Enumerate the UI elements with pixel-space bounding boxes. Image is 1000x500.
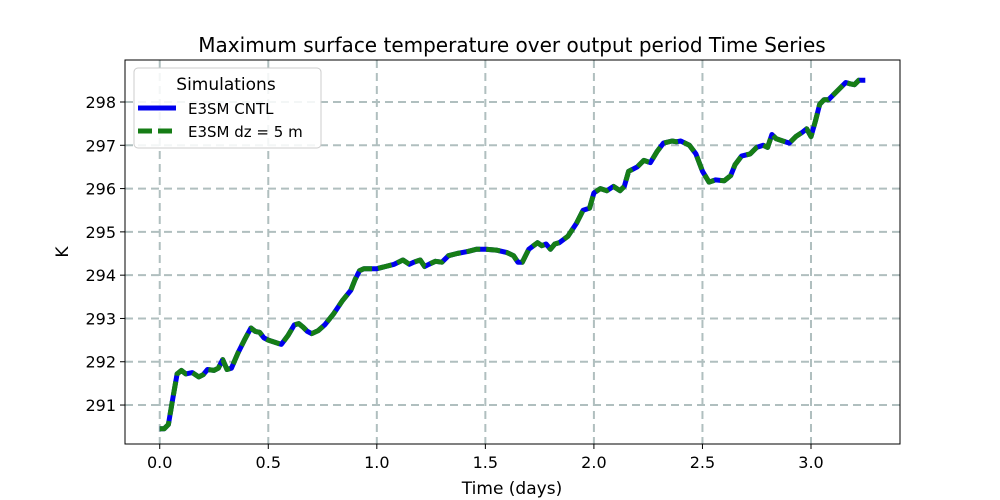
legend: Simulations E3SM CNTL E3SM dz = 5 m	[133, 67, 322, 149]
x-axis-label: Time (days)	[461, 479, 562, 499]
series-layer	[159, 77, 866, 432]
legend-title: Simulations	[176, 75, 276, 95]
legend-box	[133, 67, 322, 149]
y-tick-label: 294	[85, 266, 116, 285]
x-axis: 0.0 0.5 1.0 1.5 2.0 2.5 3.0	[147, 444, 824, 472]
y-tick-label: 295	[85, 223, 116, 242]
y-tick-label: 293	[85, 309, 116, 328]
x-tick-label: 0.5	[256, 453, 281, 472]
y-tick-label: 298	[85, 93, 116, 112]
x-tick-label: 2.0	[581, 453, 606, 472]
x-tick-label: 1.0	[364, 453, 389, 472]
y-tick-label: 297	[85, 136, 116, 155]
chart-title: Maximum surface temperature over output …	[198, 33, 825, 57]
series-line-e3sm-dz-5m	[159, 77, 866, 432]
plot-frame	[124, 59, 901, 445]
legend-label-e3sm-cntl: E3SM CNTL	[188, 100, 274, 118]
x-tick-label: 0.0	[147, 453, 172, 472]
y-tick-label: 291	[85, 396, 116, 415]
y-tick-label: 296	[85, 180, 116, 199]
y-axis-label: K	[53, 246, 73, 258]
x-tick-label: 1.5	[473, 453, 498, 472]
y-tick-label: 292	[85, 353, 116, 372]
x-tick-label: 3.0	[798, 453, 823, 472]
y-axis: 291 292 293 294 295 296 297 298	[85, 93, 125, 415]
grid-lines	[125, 60, 900, 444]
legend-label-e3sm-dz-5m: E3SM dz = 5 m	[188, 123, 303, 141]
x-tick-label: 2.5	[690, 453, 715, 472]
